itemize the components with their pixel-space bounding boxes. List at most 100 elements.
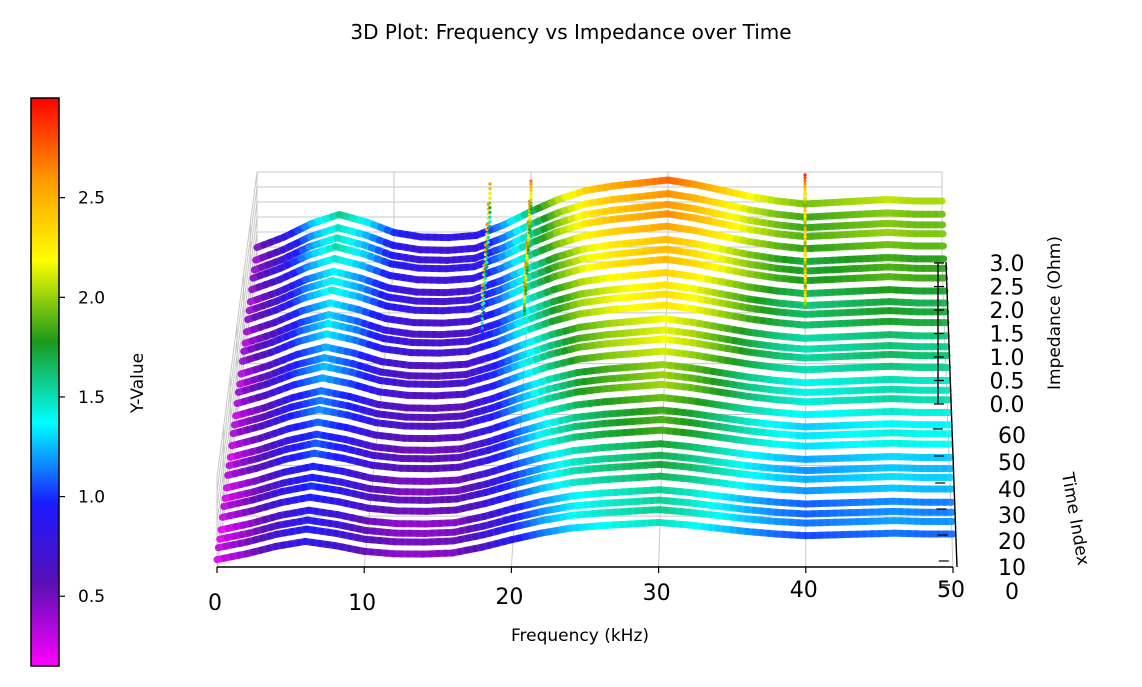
z-tick-label: 0.5 [990,370,1025,395]
z-tick-label: 1.5 [990,323,1025,348]
resonance-spike-point [803,244,807,248]
resonance-spike-point [483,290,487,294]
resonance-spike-point [526,245,530,249]
resonance-spike-point [803,188,807,192]
resonance-spike-point [803,238,807,242]
y-axis-line [945,261,958,568]
resonance-spike-point [483,281,487,285]
resonance-spike-point [529,185,533,189]
resonance-spike-point [529,179,533,183]
resonance-spike-point [803,176,807,180]
resonance-spike-point [803,241,807,245]
resonance-spike-point [529,192,533,196]
resonance-spike-point [480,317,484,321]
colorbar [30,97,60,667]
z-tick-label: 2.5 [990,276,1025,301]
resonance-spike-point [803,264,807,268]
resonance-spike-point [488,182,492,186]
resonance-spike-point [525,256,529,260]
resonance-spike-point [803,258,807,262]
resonance-spike-point [522,296,527,301]
resonance-spike-point [803,197,807,201]
resonance-spike-point [803,194,807,198]
resonance-spike-point [526,235,530,240]
z-tick-label: 0.0 [990,393,1025,418]
resonance-spike-point [803,252,807,256]
resonance-spike-point [524,279,528,283]
resonance-spike-point [803,214,807,218]
resonance-spike-point [480,331,484,335]
resonance-spike-point [522,309,527,313]
resonance-spike-point [529,201,533,205]
resonance-spike-point [525,268,529,272]
resonance-spike-point [803,269,807,273]
side-wall-gridline [216,201,258,508]
resonance-spike-point [803,191,807,195]
resonance-spike-point [524,276,528,280]
y-tick-label: 20 [998,530,1026,555]
resonance-spike-point [803,272,807,276]
resonance-spike-point [488,196,492,200]
resonance-spike-point [803,203,807,207]
resonance-spike-point [803,293,807,297]
resonance-spike-point [528,228,532,232]
colorbar-layer: 0.5 1.0 1.5 2.0 2.5 Y-Value [30,97,148,667]
resonance-spike-point [803,305,807,309]
x-tick-label: 50 [937,578,965,603]
resonance-spike-point [528,218,532,222]
resonance-spike-point [803,179,807,183]
resonance-spike-point [803,261,807,265]
colorbar-tick-label: 1.0 [78,488,105,508]
resonance-spike-point [482,301,486,305]
resonance-spike-point [803,185,807,189]
resonance-spike-point [528,221,532,225]
resonance-spike-point [528,215,532,219]
resonance-spike-point [803,200,807,204]
resonance-spike-point [483,276,487,280]
x-tick-label: 10 [348,591,376,616]
z-tick-label: 3.0 [990,252,1025,277]
resonance-spike-point [803,275,807,279]
resonance-spike-point [486,240,490,244]
resonance-spike-point [482,310,486,315]
resonance-spike-point [803,223,807,227]
resonance-spike-point [803,205,807,209]
resonance-spike-point [803,290,807,294]
x-tick-label: 0 [208,591,222,616]
colorbar-tick-label: 2.0 [78,288,105,308]
resonance-spike-point [803,296,807,300]
resonance-spike-point [485,256,489,260]
resonance-spike-point [803,246,807,250]
resonance-spike-point [522,306,527,310]
resonance-spike-point [529,182,533,186]
resonance-spike-point [803,229,807,233]
side-wall-gridline [216,186,258,493]
resonance-spike-point [803,226,807,230]
resonance-spike-point [526,242,530,246]
resonance-spike-point [480,321,484,326]
resonance-spike-point [526,251,530,255]
side-wall-gridline [216,171,258,478]
resonance-spike-point [803,211,807,215]
resonance-spike-point [525,262,529,266]
resonance-spike-point [529,198,533,202]
resonance-spike-point [488,220,492,224]
resonance-spike-point [803,302,807,306]
resonance-spike-point [803,249,807,253]
colorbar-tick-label: 2.5 [78,189,105,209]
resonance-spike-point [803,232,807,236]
resonance-spike-point [488,191,492,196]
resonance-spike-point [482,296,486,301]
z-tick-label: 2.0 [990,299,1025,324]
resonance-spike-point [529,210,533,215]
resonance-spike-point [524,282,528,286]
y-axis-title: Time Index [1057,470,1093,567]
x-tick-label: 20 [495,585,523,610]
resonance-spike-point [803,284,807,288]
resonance-spike-point [488,201,492,205]
side-wall-gridline [216,216,258,523]
resonance-spike-point [524,285,528,290]
resonance-spike-point [482,306,486,310]
